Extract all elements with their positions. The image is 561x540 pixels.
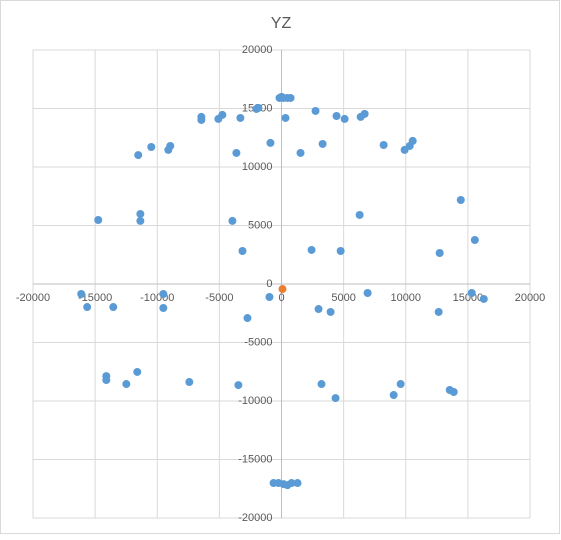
point [185, 378, 194, 387]
point [147, 142, 156, 151]
point [317, 380, 326, 389]
point [286, 93, 295, 102]
point [277, 92, 286, 101]
point [159, 303, 168, 312]
point [136, 216, 145, 225]
point [243, 314, 252, 323]
point [389, 391, 398, 400]
point [435, 248, 444, 257]
x-tick-label: -10000 [140, 292, 174, 304]
y-tick-label: -10000 [238, 395, 272, 407]
point [287, 479, 296, 488]
point [314, 305, 323, 314]
point [266, 138, 275, 147]
x-tick-label: -20000 [16, 292, 50, 304]
point [109, 303, 118, 312]
point [307, 245, 316, 254]
point [136, 209, 145, 218]
point [254, 103, 263, 112]
y-tick-label: 0 [266, 278, 272, 290]
y-tick-label: -15000 [238, 453, 272, 465]
point [94, 216, 103, 225]
point [408, 136, 417, 145]
y-tick-label: 10000 [242, 161, 273, 173]
x-tick-label: 10000 [390, 292, 421, 304]
x-tick-label: 15000 [453, 292, 484, 304]
point [197, 115, 206, 124]
point [293, 479, 302, 488]
point [164, 145, 173, 154]
point [396, 380, 405, 389]
point [449, 387, 458, 396]
point [234, 381, 243, 390]
point [77, 290, 86, 299]
point [340, 114, 349, 123]
point [232, 148, 241, 157]
point [379, 141, 388, 150]
point [102, 376, 111, 385]
y-tick-label: 20000 [242, 44, 273, 56]
point [456, 195, 465, 204]
point [134, 151, 143, 160]
point [265, 292, 274, 301]
point [281, 113, 290, 122]
point [467, 289, 476, 298]
point [236, 113, 245, 122]
point [133, 367, 142, 376]
y-tick-label: 5000 [248, 219, 272, 231]
point [355, 210, 364, 219]
point [331, 394, 340, 403]
point [336, 247, 345, 256]
point [159, 290, 168, 299]
point [228, 216, 237, 225]
point [122, 380, 131, 389]
y-tick-label: -5000 [244, 336, 272, 348]
x-tick-label: 0 [278, 292, 284, 304]
point [83, 303, 92, 312]
point [434, 307, 443, 316]
point [332, 111, 341, 120]
point [318, 139, 327, 148]
x-tick-label: 5000 [331, 292, 355, 304]
point [479, 294, 488, 303]
y-tick-label: -20000 [238, 512, 272, 524]
point [238, 247, 247, 256]
x-tick-label: 20000 [515, 292, 546, 304]
x-tick-label: -15000 [78, 292, 112, 304]
point [470, 236, 479, 245]
x-tick-label: -5000 [205, 292, 233, 304]
chart-title: YZ [271, 15, 292, 32]
point [218, 110, 227, 119]
point [278, 285, 287, 294]
point [360, 109, 369, 118]
point [311, 106, 320, 115]
point [296, 148, 305, 157]
point [363, 289, 372, 298]
point [326, 307, 335, 316]
